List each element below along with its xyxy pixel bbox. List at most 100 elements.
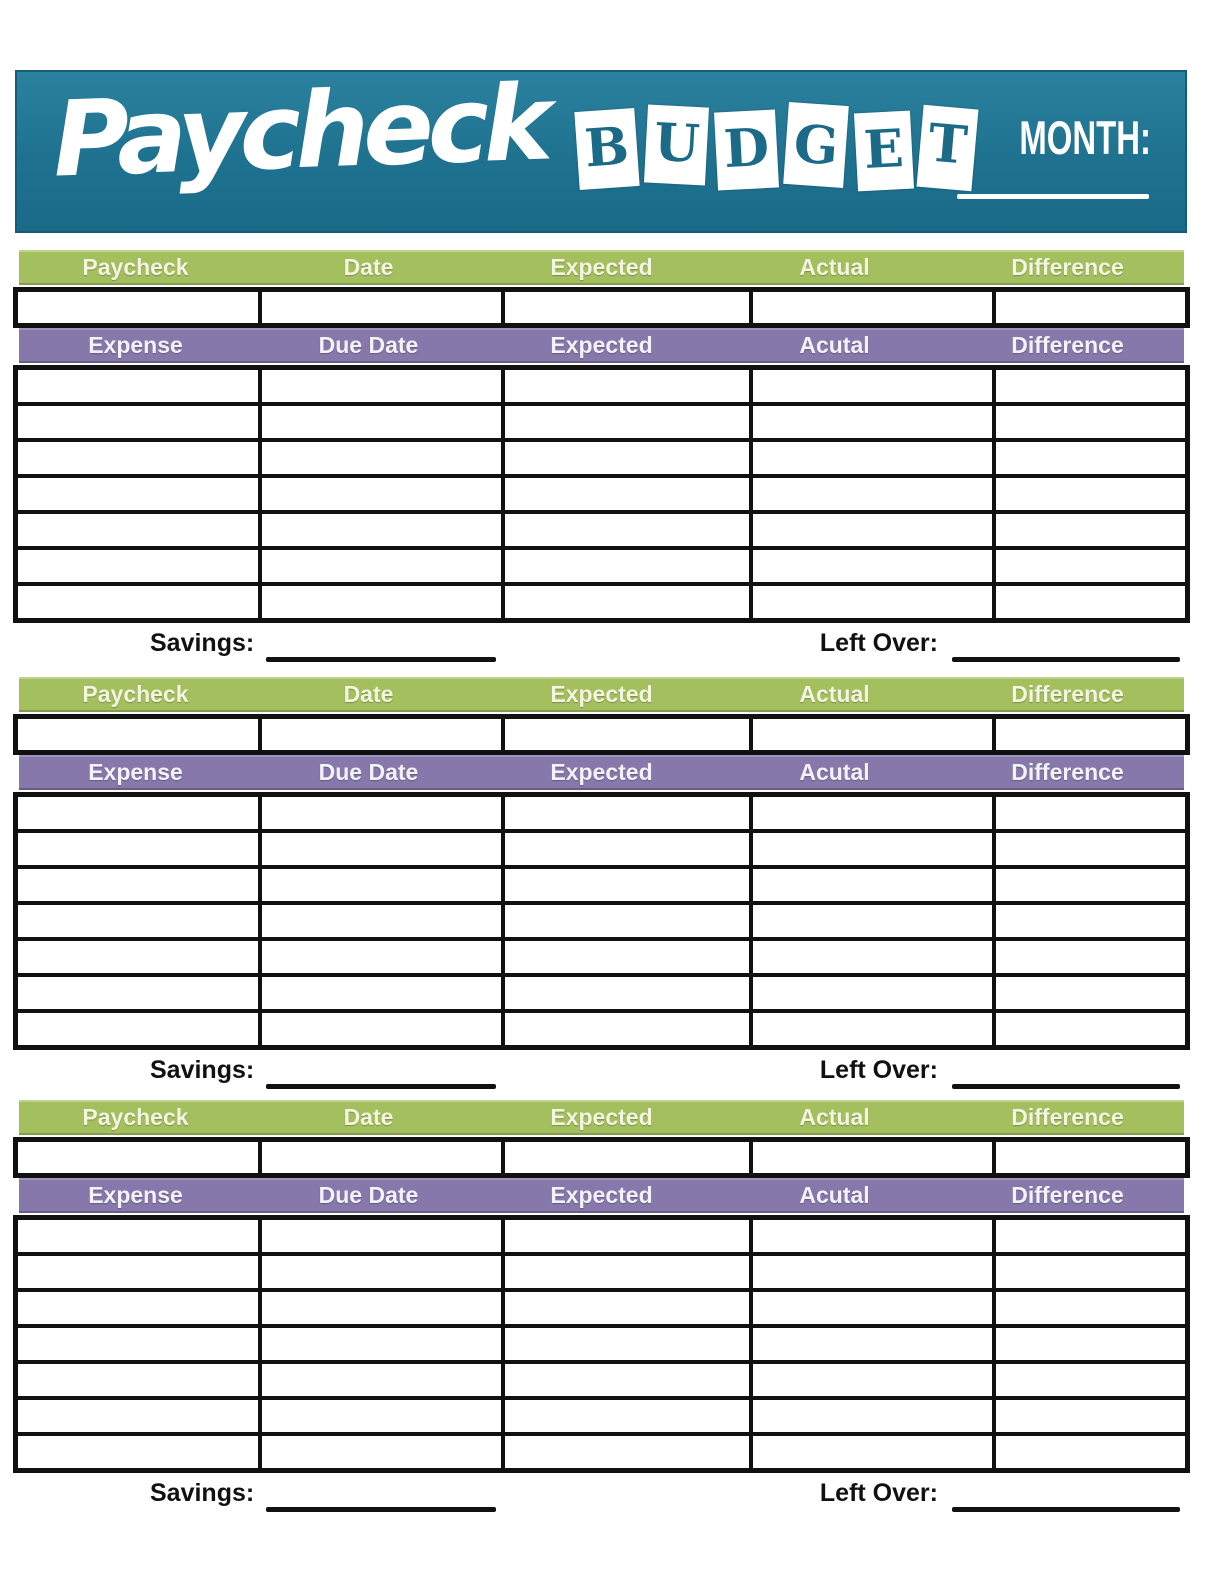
expense-entry-cell[interactable] — [257, 406, 501, 438]
paycheck-entry-cell[interactable] — [18, 719, 258, 750]
expense-entry-cell[interactable] — [500, 1292, 749, 1324]
expense-entry-cell[interactable] — [991, 1292, 1185, 1324]
expense-entry-cell[interactable] — [991, 797, 1185, 829]
paycheck-entry-cell[interactable] — [748, 719, 992, 750]
expense-entry-cell[interactable] — [18, 586, 258, 618]
expense-entry-cell[interactable] — [18, 1220, 258, 1252]
expense-entry-cell[interactable] — [500, 1220, 749, 1252]
expense-entry-cell[interactable] — [18, 797, 258, 829]
paycheck-entry-cell[interactable] — [991, 292, 1185, 323]
expense-entry-cell[interactable] — [991, 905, 1185, 937]
expense-entry-cell[interactable] — [257, 869, 501, 901]
expense-entry-cell[interactable] — [748, 1013, 992, 1045]
expense-entry-cell[interactable] — [18, 550, 258, 582]
expense-entry-cell[interactable] — [500, 586, 749, 618]
expense-entry-cell[interactable] — [18, 977, 258, 1009]
expense-entry-cell[interactable] — [500, 905, 749, 937]
expense-entry-cell[interactable] — [748, 1436, 992, 1468]
expense-entry-cell[interactable] — [991, 1013, 1185, 1045]
paycheck-entry-cell[interactable] — [991, 719, 1185, 750]
expense-entry-cell[interactable] — [18, 833, 258, 865]
expense-entry-cell[interactable] — [991, 977, 1185, 1009]
expense-entry-cell[interactable] — [748, 1220, 992, 1252]
expense-entry-cell[interactable] — [500, 797, 749, 829]
expense-entry-cell[interactable] — [748, 478, 992, 510]
expense-entry-cell[interactable] — [991, 406, 1185, 438]
expense-entry-cell[interactable] — [748, 406, 992, 438]
expense-entry-cell[interactable] — [748, 1400, 992, 1432]
expense-entry-cell[interactable] — [748, 1292, 992, 1324]
expense-entry-cell[interactable] — [500, 406, 749, 438]
expense-entry-cell[interactable] — [991, 1436, 1185, 1468]
expense-entry-cell[interactable] — [748, 833, 992, 865]
paycheck-entry-cell[interactable] — [748, 292, 992, 323]
expense-entry-cell[interactable] — [748, 442, 992, 474]
paycheck-entry-cell[interactable] — [748, 1142, 992, 1173]
expense-entry-cell[interactable] — [500, 514, 749, 546]
paycheck-entry-cell[interactable] — [18, 292, 258, 323]
paycheck-entry-cell[interactable] — [500, 719, 749, 750]
expense-entry-cell[interactable] — [748, 1256, 992, 1288]
expense-entry-cell[interactable] — [991, 1364, 1185, 1396]
expense-entry-cell[interactable] — [748, 977, 992, 1009]
expense-entry-cell[interactable] — [991, 514, 1185, 546]
expense-entry-cell[interactable] — [18, 1400, 258, 1432]
paycheck-entry-cell[interactable] — [257, 1142, 501, 1173]
expense-entry-cell[interactable] — [18, 478, 258, 510]
expense-entry-cell[interactable] — [257, 514, 501, 546]
expense-entry-cell[interactable] — [500, 869, 749, 901]
expense-entry-cell[interactable] — [257, 1400, 501, 1432]
expense-entry-cell[interactable] — [748, 869, 992, 901]
expense-entry-cell[interactable] — [18, 406, 258, 438]
expense-entry-cell[interactable] — [18, 1328, 258, 1360]
paycheck-entry-cell[interactable] — [257, 719, 501, 750]
expense-entry-cell[interactable] — [257, 442, 501, 474]
expense-entry-cell[interactable] — [991, 442, 1185, 474]
expense-entry-cell[interactable] — [257, 586, 501, 618]
expense-entry-cell[interactable] — [748, 797, 992, 829]
expense-entry-cell[interactable] — [991, 1256, 1185, 1288]
expense-entry-cell[interactable] — [257, 1013, 501, 1045]
expense-entry-cell[interactable] — [500, 370, 749, 402]
expense-entry-cell[interactable] — [991, 869, 1185, 901]
expense-entry-cell[interactable] — [500, 550, 749, 582]
expense-entry-cell[interactable] — [257, 550, 501, 582]
left-over-blank-line[interactable] — [952, 1507, 1180, 1512]
expense-entry-cell[interactable] — [748, 550, 992, 582]
expense-entry-cell[interactable] — [991, 1400, 1185, 1432]
left-over-blank-line[interactable] — [952, 657, 1180, 662]
expense-entry-cell[interactable] — [18, 1013, 258, 1045]
expense-entry-cell[interactable] — [18, 370, 258, 402]
expense-entry-cell[interactable] — [991, 1220, 1185, 1252]
expense-entry-cell[interactable] — [18, 442, 258, 474]
expense-entry-cell[interactable] — [257, 1364, 501, 1396]
expense-entry-cell[interactable] — [748, 586, 992, 618]
expense-entry-cell[interactable] — [257, 905, 501, 937]
expense-entry-cell[interactable] — [500, 1436, 749, 1468]
expense-entry-cell[interactable] — [18, 1292, 258, 1324]
expense-entry-cell[interactable] — [257, 1220, 501, 1252]
expense-entry-cell[interactable] — [18, 905, 258, 937]
paycheck-entry-cell[interactable] — [18, 1142, 258, 1173]
expense-entry-cell[interactable] — [991, 586, 1185, 618]
expense-entry-cell[interactable] — [991, 1328, 1185, 1360]
left-over-blank-line[interactable] — [952, 1084, 1180, 1089]
expense-entry-cell[interactable] — [748, 941, 992, 973]
expense-entry-cell[interactable] — [748, 1364, 992, 1396]
expense-entry-cell[interactable] — [257, 478, 501, 510]
expense-entry-cell[interactable] — [500, 1400, 749, 1432]
expense-entry-cell[interactable] — [18, 1364, 258, 1396]
expense-entry-cell[interactable] — [748, 905, 992, 937]
expense-entry-cell[interactable] — [18, 1436, 258, 1468]
expense-entry-cell[interactable] — [500, 478, 749, 510]
expense-entry-cell[interactable] — [257, 977, 501, 1009]
expense-entry-cell[interactable] — [991, 941, 1185, 973]
expense-entry-cell[interactable] — [257, 941, 501, 973]
expense-entry-cell[interactable] — [500, 977, 749, 1009]
expense-entry-cell[interactable] — [991, 370, 1185, 402]
expense-entry-cell[interactable] — [257, 1328, 501, 1360]
expense-entry-cell[interactable] — [500, 1328, 749, 1360]
expense-entry-cell[interactable] — [991, 550, 1185, 582]
expense-entry-cell[interactable] — [257, 1436, 501, 1468]
expense-entry-cell[interactable] — [991, 478, 1185, 510]
